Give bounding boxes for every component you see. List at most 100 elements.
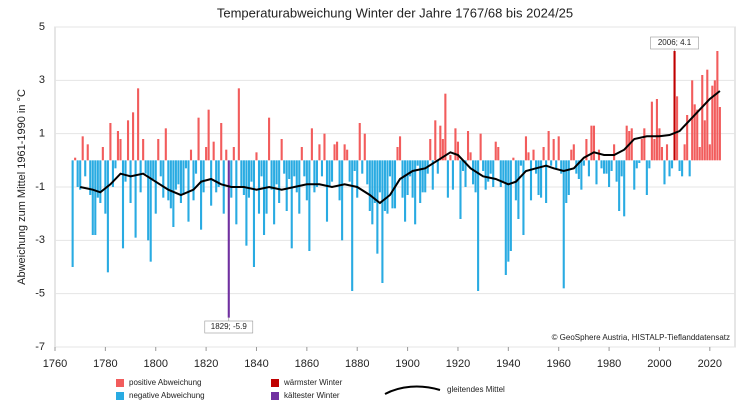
- bar: [416, 160, 419, 166]
- bar: [532, 149, 535, 161]
- bar: [653, 139, 656, 161]
- y-tick-label: 3: [39, 74, 45, 86]
- bar: [366, 160, 369, 185]
- bar: [189, 149, 193, 161]
- bar: [391, 160, 394, 209]
- bar: [567, 160, 570, 195]
- bar: [237, 88, 240, 161]
- bar: [144, 160, 147, 174]
- bar: [217, 160, 220, 187]
- legend-swatch: [271, 392, 279, 400]
- legend-swatch: [271, 379, 279, 387]
- bar: [502, 160, 505, 182]
- legend-label: negative Abweichung: [129, 391, 205, 400]
- bar: [288, 160, 291, 179]
- bar: [283, 160, 286, 174]
- bar: [121, 160, 125, 249]
- bar: [519, 160, 522, 166]
- bar: [587, 160, 590, 177]
- bar: [111, 160, 114, 187]
- bar: [142, 139, 145, 161]
- bar: [414, 160, 417, 225]
- bar: [492, 160, 495, 187]
- bar: [177, 160, 180, 185]
- bar: [706, 69, 709, 161]
- x-tick-label: 1860: [295, 358, 319, 370]
- bar: [310, 128, 313, 161]
- bar: [620, 160, 623, 177]
- bar: [235, 160, 238, 225]
- bar: [681, 160, 684, 177]
- bar: [610, 160, 613, 171]
- bar: [215, 160, 218, 193]
- bar: [602, 160, 606, 174]
- bar: [540, 160, 543, 198]
- bar: [658, 128, 661, 161]
- bar: [351, 160, 354, 291]
- bar: [459, 160, 462, 219]
- bar: [84, 160, 87, 177]
- bar: [409, 160, 412, 177]
- bar: [129, 160, 132, 203]
- bar: [534, 160, 538, 174]
- bar: [701, 75, 704, 161]
- bar: [431, 160, 434, 190]
- bar: [245, 160, 248, 246]
- bar: [154, 160, 157, 214]
- bar: [393, 160, 397, 209]
- bar: [529, 160, 533, 201]
- bar: [182, 160, 185, 195]
- annotation: 1829; -5.9: [211, 322, 248, 331]
- bar: [328, 160, 331, 187]
- bar: [333, 144, 336, 161]
- bar: [89, 160, 92, 195]
- bar: [139, 160, 142, 193]
- bar: [542, 147, 545, 161]
- bar: [76, 160, 79, 187]
- bar: [472, 160, 475, 185]
- x-tick-label: 1940: [496, 358, 520, 370]
- bar: [212, 141, 215, 161]
- bar: [613, 144, 616, 161]
- bar: [600, 160, 603, 169]
- bar: [220, 123, 223, 161]
- bar: [159, 160, 162, 177]
- bar: [597, 149, 601, 161]
- bar: [665, 144, 669, 161]
- bar: [648, 160, 651, 169]
- bar: [295, 160, 298, 193]
- bar: [106, 160, 109, 273]
- bar: [660, 147, 664, 161]
- bar: [358, 123, 361, 161]
- bar: [81, 136, 84, 161]
- bar: [590, 125, 593, 161]
- bar: [275, 160, 278, 185]
- bar: [101, 147, 104, 161]
- bar: [716, 51, 719, 161]
- bar: [419, 160, 422, 203]
- x-tick-label: 1820: [194, 358, 218, 370]
- bar: [509, 160, 512, 251]
- bar: [580, 160, 583, 190]
- bar: [278, 160, 281, 203]
- bar: [484, 160, 487, 190]
- bar: [582, 160, 585, 166]
- bar: [124, 160, 127, 182]
- bar: [623, 160, 626, 217]
- bar: [197, 117, 200, 161]
- bar: [247, 160, 250, 198]
- bar: [202, 160, 205, 193]
- bar: [273, 160, 276, 225]
- bar: [406, 160, 409, 195]
- bar: [522, 160, 525, 235]
- bar: [678, 160, 681, 171]
- bar: [686, 115, 689, 161]
- bar: [713, 80, 716, 161]
- bar: [487, 160, 490, 182]
- bar: [157, 139, 160, 161]
- bar: [698, 147, 701, 161]
- bar: [504, 160, 507, 275]
- bar: [635, 160, 638, 169]
- bar: [592, 125, 596, 161]
